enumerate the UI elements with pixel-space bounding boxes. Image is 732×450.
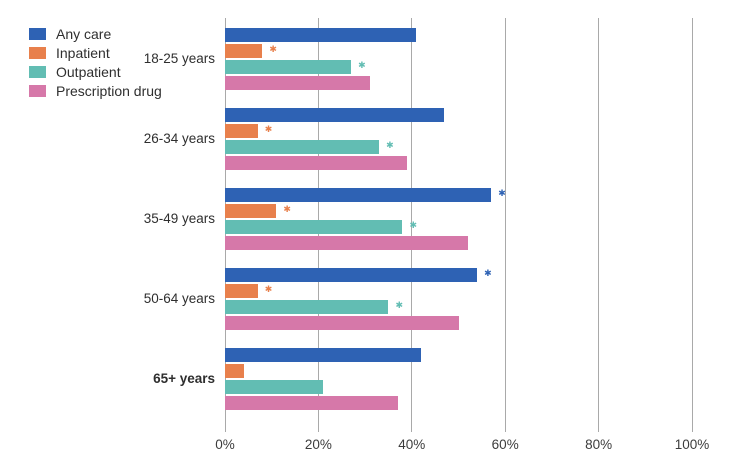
significance-asterisk: ✱ [264, 285, 273, 296]
significance-asterisk: ✱ [264, 125, 273, 136]
x-tick-60 [504, 425, 506, 432]
legend-swatch-any-care [29, 27, 46, 40]
x-tick-20 [317, 425, 319, 432]
significance-asterisk: ✱ [358, 61, 366, 72]
bar-any-care-35-49-years [225, 188, 492, 202]
x-tick-label-100: 100% [674, 437, 710, 450]
x-tick-80 [598, 425, 600, 432]
legend: Any care Inpatient Outpatient Prescription … [29, 24, 162, 100]
bar-inpatient-65-years [225, 364, 244, 378]
significance-asterisk: ✱ [395, 301, 403, 312]
bar-prescription-drug-26-34-years [225, 156, 408, 170]
bar-outpatient-26-34-years [225, 140, 380, 154]
category-label-65-years: 65+ years [153, 371, 215, 386]
x-tick-100 [691, 425, 693, 432]
bar-inpatient-35-49-years [225, 204, 277, 218]
gridline-80 [598, 18, 600, 425]
bar-outpatient-50-64-years [225, 300, 389, 314]
bar-prescription-drug-35-49-years [225, 236, 468, 250]
bar-inpatient-50-64-years [225, 284, 258, 298]
legend-label: Inpatient [56, 44, 110, 61]
bar-outpatient-18-25-years [225, 60, 352, 74]
legend-item-outpatient: Outpatient [29, 62, 162, 81]
significance-asterisk: ✱ [484, 269, 492, 280]
category-label-50-64-years: 50-64 years [143, 291, 215, 306]
bar-any-care-65-years [225, 348, 422, 362]
bar-outpatient-65-years [225, 380, 324, 394]
bar-any-care-50-64-years [225, 268, 478, 282]
bar-prescription-drug-50-64-years [225, 316, 459, 330]
category-label-26-34-years: 26-34 years [143, 131, 215, 146]
category-label-18-25-years: 18-25 years [143, 51, 215, 66]
bar-outpatient-35-49-years [225, 220, 403, 234]
bar-any-care-26-34-years [225, 108, 445, 122]
gridline-60 [504, 18, 506, 425]
category-label-35-49-years: 35-49 years [143, 211, 215, 226]
significance-asterisk: ✱ [269, 45, 277, 56]
legend-item-inpatient: Inpatient [29, 43, 162, 62]
x-tick-40 [411, 425, 413, 432]
x-tick-label-0: 0% [215, 437, 235, 450]
x-tick-label-40: 40% [398, 437, 426, 450]
legend-swatch-prescription-drug [29, 84, 46, 97]
x-tick-label-20: 20% [304, 437, 332, 450]
bar-any-care-18-25-years [225, 28, 417, 42]
legend-label: Any care [56, 25, 112, 42]
bar-prescription-drug-18-25-years [225, 76, 370, 90]
legend-swatch-inpatient [29, 46, 46, 59]
bar-inpatient-18-25-years [225, 44, 263, 58]
legend-swatch-outpatient [29, 65, 46, 78]
gridline-40 [411, 18, 413, 425]
x-tick-label-60: 60% [491, 437, 519, 450]
significance-asterisk: ✱ [386, 141, 394, 152]
x-tick-label-80: 80% [585, 437, 613, 450]
legend-label: Outpatient [56, 63, 121, 80]
legend-item-prescription-drug: Prescription drug [29, 81, 162, 100]
significance-asterisk: ✱ [498, 189, 506, 200]
x-tick-0 [224, 425, 226, 432]
bar-inpatient-26-34-years [225, 124, 258, 138]
significance-asterisk: ✱ [409, 221, 417, 232]
legend-item-any-care: Any care [29, 24, 162, 43]
gridline-100 [691, 18, 693, 425]
plot-area: 0% 20% 40% 60% 80% 100% ✱ ✱ ✱ ✱ ✱ ✱ ✱ ✱ ✱ ✱ [215, 18, 709, 450]
bar-prescription-drug-65-years [225, 396, 398, 410]
legend-label: Prescription drug [56, 82, 162, 99]
significance-asterisk: ✱ [283, 205, 291, 216]
